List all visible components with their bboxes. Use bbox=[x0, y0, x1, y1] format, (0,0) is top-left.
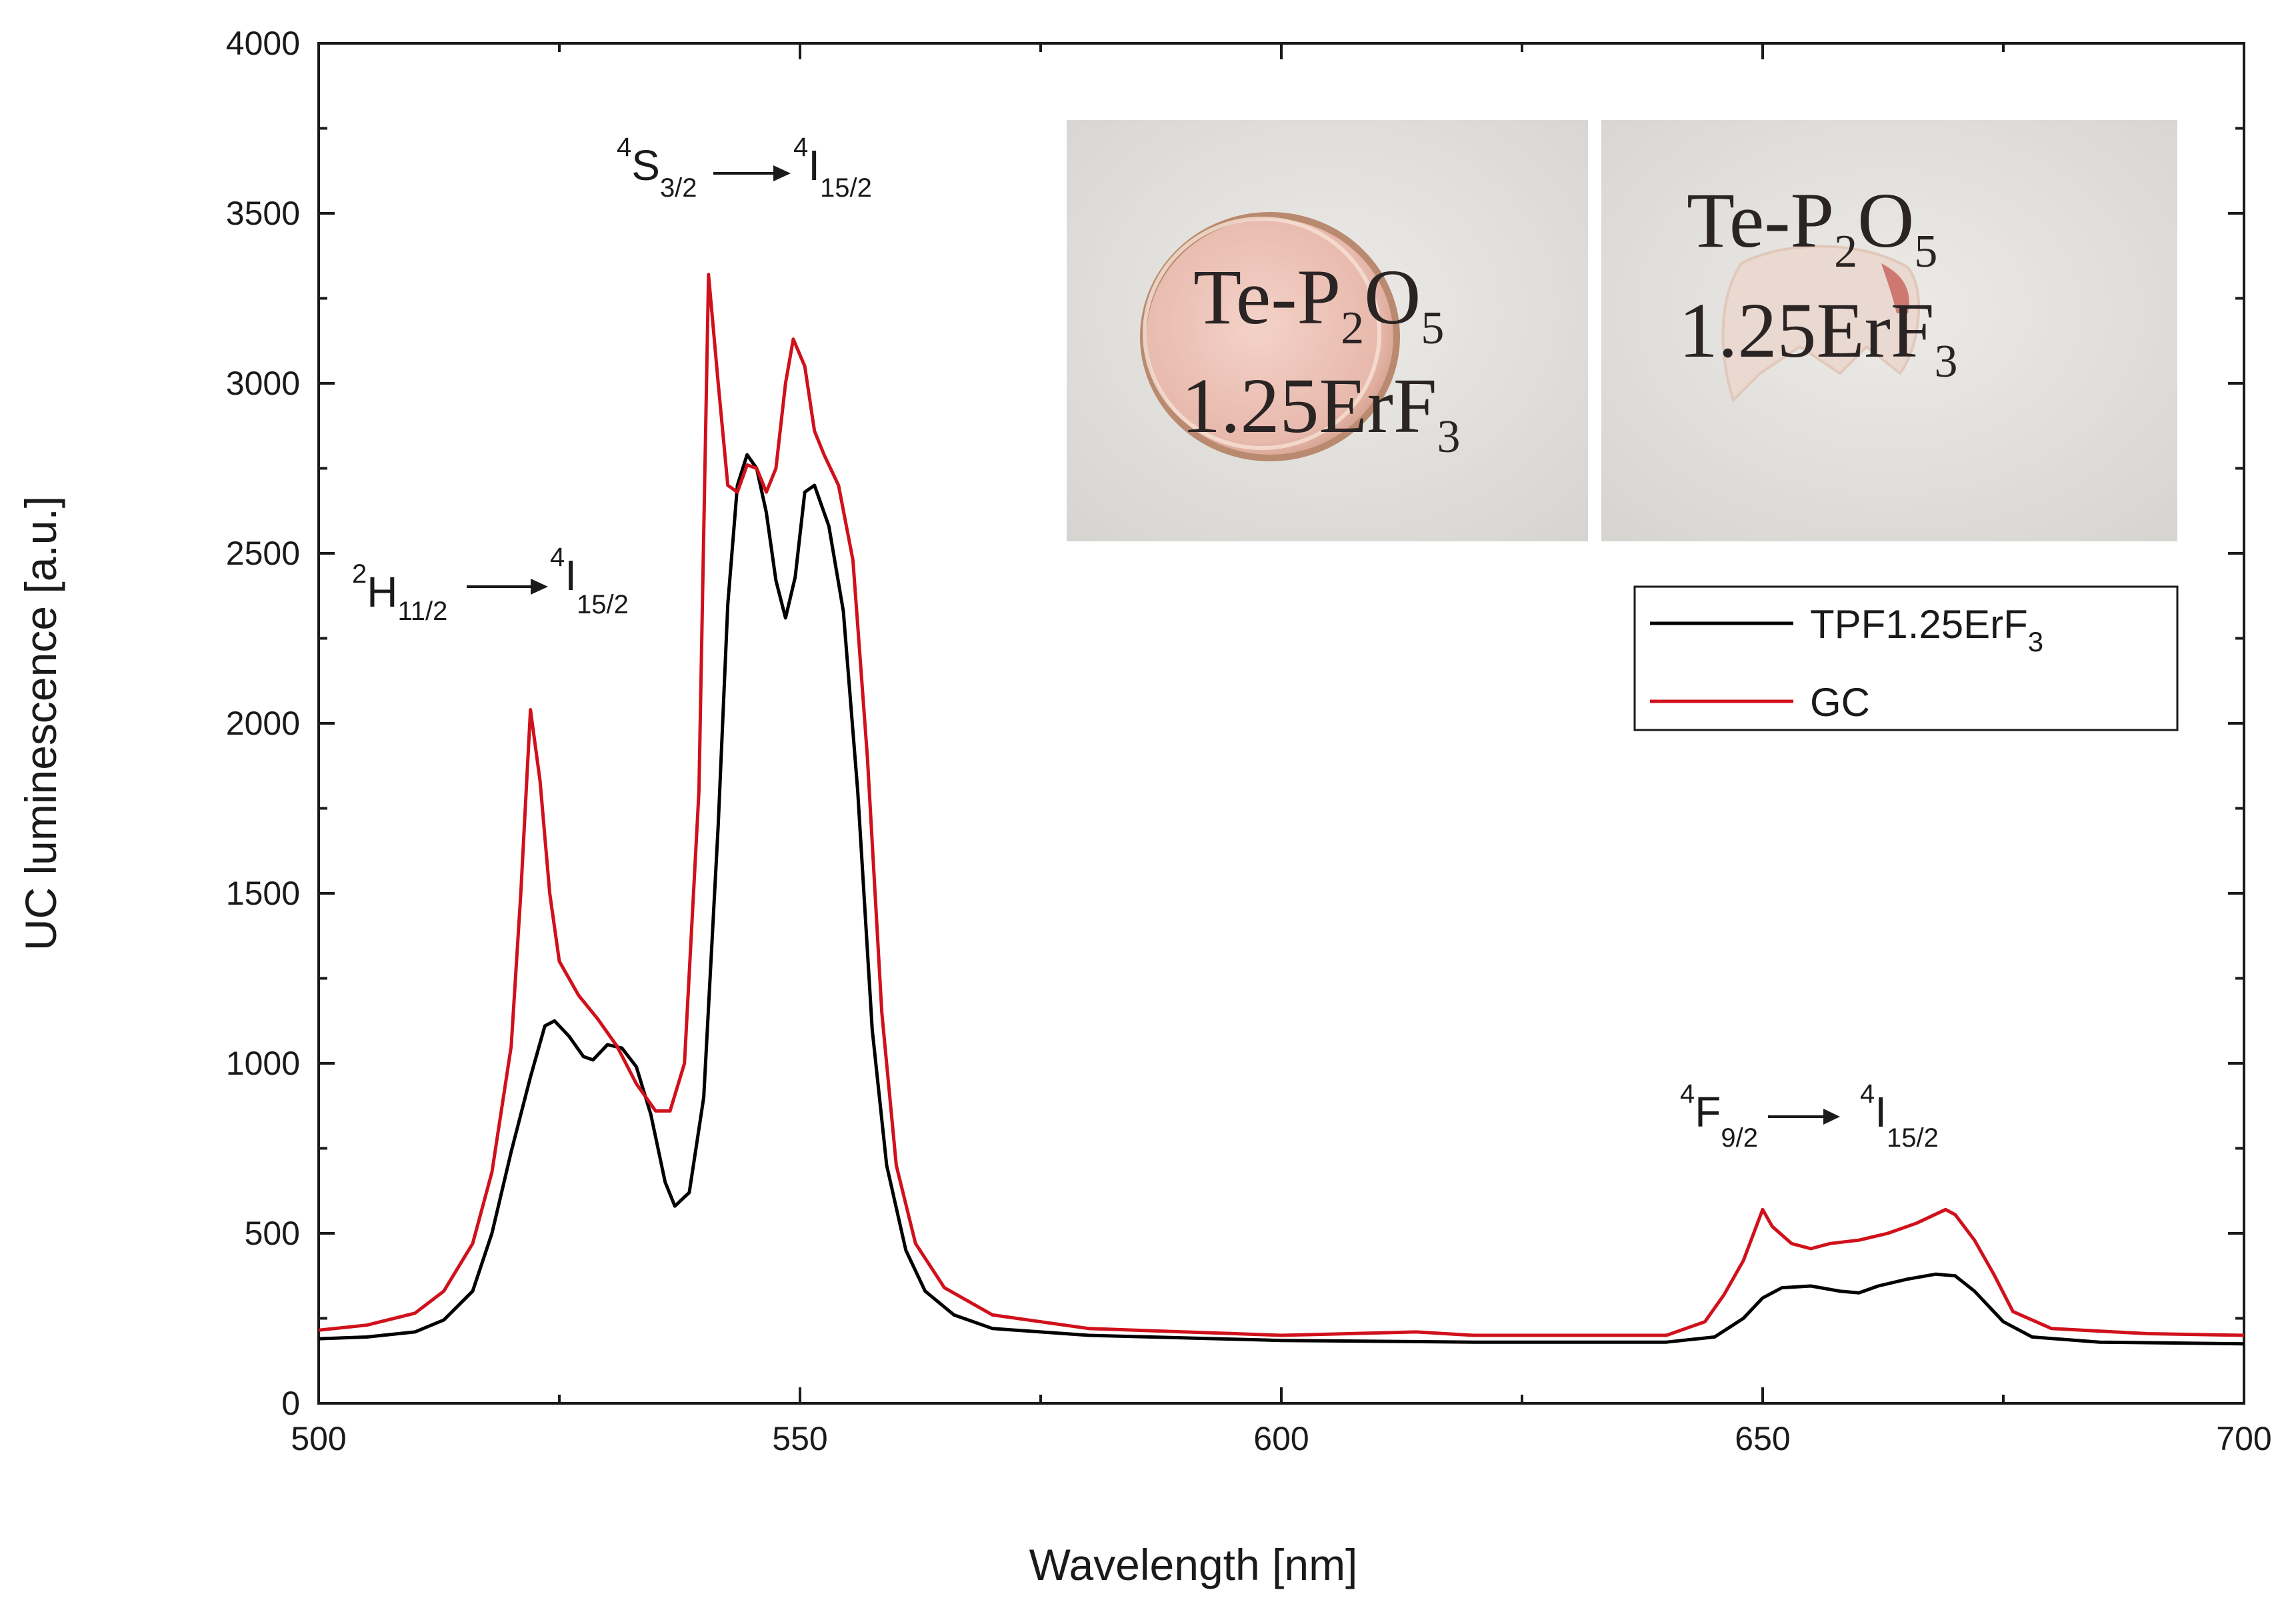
legend-box bbox=[1633, 585, 2179, 731]
y-tick-label: 500 bbox=[245, 1215, 300, 1252]
arrow-head bbox=[531, 579, 548, 595]
inset-photo-intact-sample: Te-P2O5 1.25ErF3 bbox=[1067, 120, 1588, 541]
svg-text:2H11/2: 2H11/2 bbox=[352, 559, 447, 626]
arrow-head bbox=[773, 165, 791, 181]
y-tick-label: 2000 bbox=[226, 705, 300, 742]
svg-text:Te-P2O5: Te-P2O5 bbox=[1687, 177, 1937, 277]
anno-presup: 2 bbox=[352, 559, 367, 589]
series-line-gc bbox=[319, 273, 2244, 1337]
anno-sub: 15/2 bbox=[820, 173, 872, 203]
x-axis-title: Wavelength [nm] bbox=[1029, 1540, 1358, 1589]
svg-text:4I15/2: 4I15/2 bbox=[1860, 1079, 1939, 1153]
anno-main: I bbox=[808, 141, 820, 189]
svg-text:TPF1.25ErF3: TPF1.25ErF3 bbox=[1810, 602, 2043, 657]
photo-label: Te-P bbox=[1687, 177, 1834, 264]
anno-presup: 4 bbox=[550, 543, 565, 572]
broken-glass-fragment bbox=[1721, 245, 1921, 403]
svg-text:Te-P2O5: Te-P2O5 bbox=[1193, 253, 1444, 354]
svg-text:4F9/2: 4F9/2 bbox=[1680, 1079, 1758, 1153]
legend-label-tpf: TPF1.25ErF bbox=[1810, 602, 2028, 647]
annotation-4f9-4i15: 4F9/2 4I15/2 bbox=[1680, 1079, 1939, 1153]
photo-label-sub: 3 bbox=[1935, 336, 1958, 387]
anno-main: F bbox=[1695, 1088, 1721, 1136]
y-tick-label: 0 bbox=[281, 1385, 300, 1422]
annotation-4s3-4i15: 4S3/2 4I15/2 bbox=[617, 133, 872, 203]
anno-main: H bbox=[367, 568, 397, 616]
anno-presup: 4 bbox=[617, 133, 631, 162]
anno-main: I bbox=[1875, 1088, 1887, 1136]
y-axis-ticks: 0 500 1000 1500 2000 2500 3000 3500 4000 bbox=[226, 25, 2244, 1422]
x-tick-label: 550 bbox=[772, 1420, 827, 1457]
photo-label: 1.25ErF bbox=[1181, 362, 1437, 449]
annotation-2h11-4i15: 2H11/2 4I15/2 bbox=[352, 543, 629, 626]
y-tick-label: 1000 bbox=[226, 1045, 300, 1082]
photo-label: O bbox=[1364, 253, 1421, 341]
anno-sub: 3/2 bbox=[660, 173, 697, 203]
y-tick-label: 3000 bbox=[226, 365, 300, 402]
svg-text:4I15/2: 4I15/2 bbox=[793, 133, 872, 203]
anno-presup: 4 bbox=[1860, 1079, 1875, 1109]
y-tick-label: 4000 bbox=[226, 25, 300, 62]
y-axis-title: UC luminescence [a.u.] bbox=[16, 496, 65, 951]
inset-photo-broken-sample: Te-P2O5 1.25ErF3 bbox=[1601, 120, 2177, 541]
svg-text:1.25ErF3: 1.25ErF3 bbox=[1181, 362, 1461, 463]
anno-presup: 4 bbox=[793, 133, 808, 162]
svg-text:1.25ErF3: 1.25ErF3 bbox=[1679, 287, 1958, 387]
x-tick-label: 600 bbox=[1253, 1420, 1309, 1457]
anno-main: S bbox=[631, 141, 660, 189]
glass-disc-edge bbox=[1143, 217, 1381, 450]
photo-label-sub: 3 bbox=[1437, 411, 1461, 463]
anno-sub: 15/2 bbox=[1887, 1123, 1939, 1153]
series-line-tpf bbox=[319, 453, 2244, 1346]
fragment-tint bbox=[1881, 263, 1909, 313]
x-tick-label: 650 bbox=[1735, 1420, 1790, 1457]
photo-label: Te-P bbox=[1193, 253, 1341, 341]
anno-main: I bbox=[565, 551, 577, 599]
photo-label-sub: 2 bbox=[1834, 226, 1857, 277]
photo-label-sub: 2 bbox=[1341, 303, 1364, 354]
arrow-head bbox=[1823, 1109, 1840, 1125]
anno-sub: 9/2 bbox=[1721, 1123, 1758, 1153]
anno-presup: 4 bbox=[1680, 1079, 1695, 1109]
legend: TPF1.25ErF3 GC bbox=[1633, 585, 2179, 731]
x-tick-label: 500 bbox=[291, 1420, 346, 1457]
y-tick-label: 3500 bbox=[226, 195, 300, 232]
y-tick-label: 1500 bbox=[226, 875, 300, 912]
svg-text:GC: GC bbox=[1810, 680, 1870, 725]
svg-text:4S3/2: 4S3/2 bbox=[617, 133, 697, 203]
photo-label: 1.25ErF bbox=[1679, 287, 1935, 374]
svg-text:4I15/2: 4I15/2 bbox=[550, 543, 629, 619]
legend-label-sub: 3 bbox=[2028, 626, 2043, 657]
anno-sub: 11/2 bbox=[397, 597, 447, 626]
x-axis-ticks: 500 550 600 650 700 bbox=[291, 43, 2272, 1457]
photo-label-sub: 5 bbox=[1421, 303, 1444, 354]
x-tick-label: 700 bbox=[2216, 1420, 2271, 1457]
anno-sub: 15/2 bbox=[577, 590, 629, 619]
legend-label-gc: GC bbox=[1810, 680, 1870, 725]
photo-label: O bbox=[1857, 177, 1914, 264]
photo-label-sub: 5 bbox=[1914, 226, 1937, 277]
y-tick-label: 2500 bbox=[226, 535, 300, 572]
